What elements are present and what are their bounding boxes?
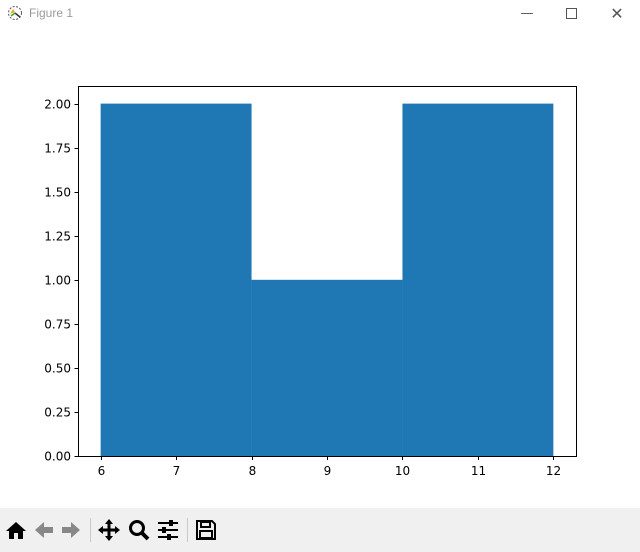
close-icon: ✕ — [610, 3, 624, 23]
y-tick-label: 1.25 — [44, 230, 71, 244]
y-tick-label: 1.50 — [44, 186, 71, 200]
minimize-icon: — — [520, 5, 534, 21]
histogram-bar — [100, 103, 252, 456]
home-icon — [6, 522, 26, 539]
matplotlib-icon — [8, 6, 22, 20]
pan-icon — [98, 519, 120, 541]
forward-icon — [62, 522, 80, 538]
zoom-button[interactable] — [127, 518, 151, 542]
zoom-icon — [129, 520, 150, 541]
histogram-bar — [251, 279, 403, 456]
y-tick-label: 0.50 — [44, 362, 71, 376]
maximize-button[interactable] — [548, 0, 594, 26]
back-icon — [35, 522, 53, 538]
window-title: Figure 1 — [29, 6, 74, 20]
title-bar: Figure 1 — ✕ — [0, 0, 640, 28]
minimize-button[interactable]: — — [504, 0, 550, 26]
home-button[interactable] — [4, 518, 28, 542]
plot-canvas[interactable]: 6 7 8 9 10 11 12 0.00 0.25 0.50 0.75 1.00 1.25 1.50 1.… — [0, 0, 640, 508]
x-tick-label: 7 — [173, 464, 181, 478]
x-tick-label: 9 — [324, 464, 332, 478]
y-tick-label: 1.75 — [44, 142, 71, 156]
configure-subplots-icon — [158, 520, 178, 540]
close-button[interactable]: ✕ — [594, 0, 640, 26]
x-tick-label: 10 — [395, 464, 410, 478]
toolbar-separator — [187, 518, 188, 542]
pan-button[interactable] — [97, 518, 121, 542]
save-icon — [196, 520, 216, 540]
x-tick-label: 11 — [471, 464, 486, 478]
y-tick-label: 0.25 — [44, 406, 71, 420]
y-tick-label: 0.75 — [44, 318, 71, 332]
back-button[interactable] — [32, 518, 56, 542]
navigation-toolbar — [0, 508, 640, 552]
y-tick-label: 2.00 — [44, 98, 71, 112]
toolbar-separator — [90, 518, 91, 542]
x-tick-label: 6 — [98, 464, 106, 478]
maximize-icon — [565, 7, 577, 19]
y-tick-label: 0.00 — [44, 450, 71, 464]
save-button[interactable] — [194, 518, 218, 542]
y-tick-label: 1.00 — [44, 274, 71, 288]
forward-button[interactable] — [59, 518, 83, 542]
histogram-bar — [402, 103, 554, 456]
configure-subplots-button[interactable] — [156, 518, 180, 542]
x-tick-label: 12 — [546, 464, 561, 478]
x-tick-label: 8 — [249, 464, 257, 478]
